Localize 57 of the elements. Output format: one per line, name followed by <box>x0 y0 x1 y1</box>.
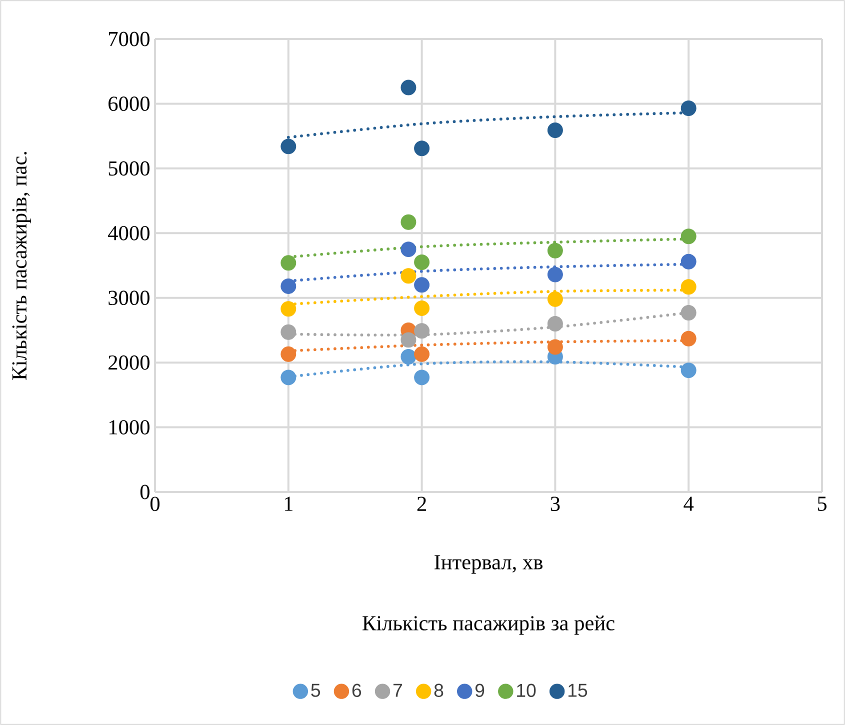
point <box>280 370 296 386</box>
x-tick-label: 3 <box>550 496 560 512</box>
point <box>414 254 430 270</box>
legend-title: Кількість пасажирів за рейс <box>362 616 614 635</box>
point <box>400 349 416 364</box>
y-tick-label: 2000 <box>108 355 150 370</box>
legend-label: 7 <box>393 684 402 697</box>
point <box>280 255 296 271</box>
point <box>280 324 296 340</box>
point <box>400 214 416 230</box>
x-axis-title: Інтервал, хв <box>434 555 542 574</box>
legend-label: 10 <box>517 684 536 698</box>
point <box>680 279 696 295</box>
y-tick-label: 5000 <box>108 161 150 176</box>
y-tick-label: 6000 <box>108 96 150 111</box>
point <box>547 242 563 258</box>
point <box>280 138 296 154</box>
point <box>547 339 563 355</box>
point <box>547 291 563 307</box>
point <box>280 346 296 362</box>
point <box>414 277 430 293</box>
y-tick-label: 3000 <box>108 290 150 306</box>
point <box>547 122 563 138</box>
point <box>680 305 696 320</box>
x-tick-label: 5 <box>818 496 826 511</box>
point <box>280 301 296 317</box>
point <box>680 228 696 244</box>
y-tick-label: 7000 <box>109 32 150 46</box>
point <box>414 140 430 156</box>
point <box>400 80 416 96</box>
point <box>680 100 696 116</box>
point <box>680 362 696 378</box>
x-tick-label: 4 <box>684 496 694 511</box>
y-tick-label: 4000 <box>108 226 150 240</box>
point <box>414 323 430 339</box>
point <box>414 370 430 386</box>
legend-label: 9 <box>475 684 484 698</box>
legend-label: 5 <box>311 684 320 697</box>
x-tick-label: 1 <box>284 496 292 511</box>
x-tick-label: 2 <box>417 496 426 511</box>
point <box>280 278 296 294</box>
point <box>414 346 430 362</box>
y-tick-label: 1000 <box>110 420 150 434</box>
point <box>547 316 563 332</box>
x-tick-label: 0 <box>150 496 160 512</box>
point <box>400 242 416 258</box>
y-tick-label: 0 <box>140 484 150 500</box>
point <box>400 268 416 284</box>
legend-label: 8 <box>434 684 444 698</box>
y-axis-title: Кількість пасажирів, пас. <box>12 152 31 380</box>
point <box>680 330 696 346</box>
point <box>414 300 430 316</box>
legend-label: 6 <box>352 684 362 698</box>
legend-label: 15 <box>568 684 588 697</box>
point <box>547 266 563 282</box>
point <box>680 254 696 270</box>
point <box>400 332 416 348</box>
